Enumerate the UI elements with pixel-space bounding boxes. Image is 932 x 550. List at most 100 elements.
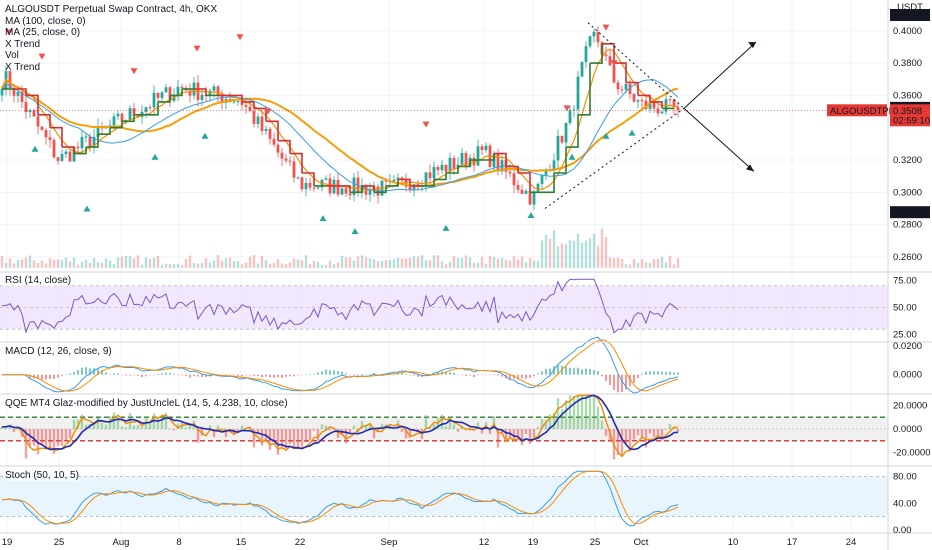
qqe-histogram-bar (48, 429, 52, 450)
volume-bar (60, 259, 64, 268)
macd-histogram-bar (281, 374, 283, 378)
qqe-histogram-bar (264, 429, 268, 439)
macd-histogram-bar (433, 373, 435, 375)
qqe-histogram-bar (24, 429, 28, 459)
pane-tick-3-1: 40.00 (893, 498, 917, 509)
qqe-histogram-bar (664, 429, 668, 430)
qqe-histogram-bar (516, 429, 520, 438)
macd-histogram-bar (45, 374, 47, 380)
macd-histogram-bar (573, 368, 575, 375)
candle-body (116, 113, 120, 117)
volume-bar (556, 246, 560, 268)
stoch-label[interactable]: Stoch (50, 10, 5) (5, 470, 79, 481)
volume-bar (304, 255, 308, 268)
macd-histogram-bar (457, 374, 459, 376)
qqe-slow-line (1, 394, 679, 451)
x-trend-segment (98, 127, 111, 135)
macd-histogram-bar (245, 374, 247, 376)
macd-histogram-bar (489, 374, 491, 376)
symbol-title[interactable]: ALGOUSDT Perpetual Swap Contract, 4h, OK… (5, 4, 218, 15)
macd-histogram-bar (157, 374, 159, 375)
volume-bar (640, 259, 644, 268)
qqe-histogram-bar (32, 429, 36, 446)
qqe-histogram-bar (520, 429, 524, 446)
candle-body (200, 94, 204, 100)
macd-histogram-bar (597, 371, 599, 375)
legend-xtrend[interactable]: X Trend (5, 38, 41, 50)
candle-body (208, 90, 212, 97)
macd-histogram-bar (345, 373, 347, 375)
candle-body (612, 65, 616, 83)
rsi-line (1, 278, 679, 334)
qqe-histogram-bar (372, 429, 376, 439)
x-trend-segment (158, 95, 171, 103)
volume-bar (400, 258, 404, 268)
macd-histogram-bar (413, 374, 415, 376)
qqe-histogram-bar (632, 429, 636, 440)
time-axis[interactable]: 19 25 Aug 8 15 22 Sep 12 19 25 Oct 10 17 24 (2, 537, 857, 548)
candle-body (308, 182, 312, 188)
candle-body (268, 128, 272, 139)
qqe-histogram-bar (132, 425, 136, 429)
legend-ma100[interactable]: MA (100, close, 0) (5, 15, 86, 27)
candle-body (316, 187, 320, 189)
candle-body (12, 88, 16, 96)
triangle-pattern (544, 22, 757, 209)
qqe-histogram-bar (84, 424, 88, 429)
volume-bar (588, 238, 592, 268)
qqe-histogram-bar (324, 425, 328, 429)
qqe-histogram-bar (404, 429, 408, 439)
candle-body (476, 146, 480, 166)
candle-body (616, 82, 620, 90)
qqe-histogram-bar (308, 429, 312, 440)
candle-body (496, 153, 500, 172)
qqe-histogram-bar (216, 425, 220, 429)
volume-bar (324, 264, 328, 268)
volume-bar (124, 255, 128, 268)
sell-signal (38, 53, 46, 60)
rsi-label[interactable]: RSI (14, close) (5, 275, 72, 286)
qqe-histogram-bar (492, 416, 496, 429)
macd-histogram-bar (349, 374, 351, 376)
price-axis[interactable]: USDT 0.4000 0.3800 0.3600 0.3200 0.3000 0.2800… (893, 2, 931, 536)
qqe-histogram-bar (64, 429, 68, 441)
volume-bar (184, 258, 188, 268)
macd-histogram-bar (589, 369, 591, 375)
legend-vol[interactable]: Vol (5, 50, 19, 61)
legend-xtrend-2[interactable]: X Trend (5, 61, 41, 73)
qqe-histogram-bar (284, 429, 288, 449)
volume-bar (376, 261, 380, 268)
qqe-histogram-bar (524, 429, 528, 435)
macd-histogram-bar (85, 367, 87, 375)
volume-bar (64, 257, 68, 268)
time-tick-Aug: Aug (113, 537, 130, 548)
volume-bar (232, 261, 236, 268)
volume-bar (44, 263, 48, 268)
macd-histogram-bar (89, 368, 91, 375)
macd-histogram-bar (49, 374, 51, 379)
legend-ma25[interactable]: MA (25, close, 0) (5, 27, 81, 38)
macd-histogram-bar (181, 374, 183, 376)
time-tick-Sep: Sep (381, 537, 398, 548)
qqe-label[interactable]: QQE MT4 Glaz-modified by JustUncleL (14,… (5, 398, 288, 409)
qqe-histogram-bar (488, 429, 492, 435)
macd-histogram-bar (405, 373, 407, 375)
macd-histogram-bar (101, 370, 103, 375)
macd-histogram-bar (301, 374, 303, 376)
macd-histogram-bar (497, 374, 499, 376)
volume-bar (268, 263, 272, 268)
macd-histogram-bar (97, 369, 99, 375)
low-price-tag-bg (890, 206, 930, 219)
macd-histogram-bar (297, 374, 299, 376)
macd-histogram-bar (237, 374, 239, 377)
volume-bar (40, 260, 44, 268)
macd-label[interactable]: MACD (12, 26, close, 9) (5, 346, 112, 357)
time-tick-19: 19 (528, 537, 539, 548)
qqe-histogram-bar (140, 426, 144, 429)
candle-body (284, 158, 288, 161)
candle-body (432, 166, 436, 179)
volume-bar (596, 245, 600, 268)
triangle-lower-edge (544, 107, 685, 209)
